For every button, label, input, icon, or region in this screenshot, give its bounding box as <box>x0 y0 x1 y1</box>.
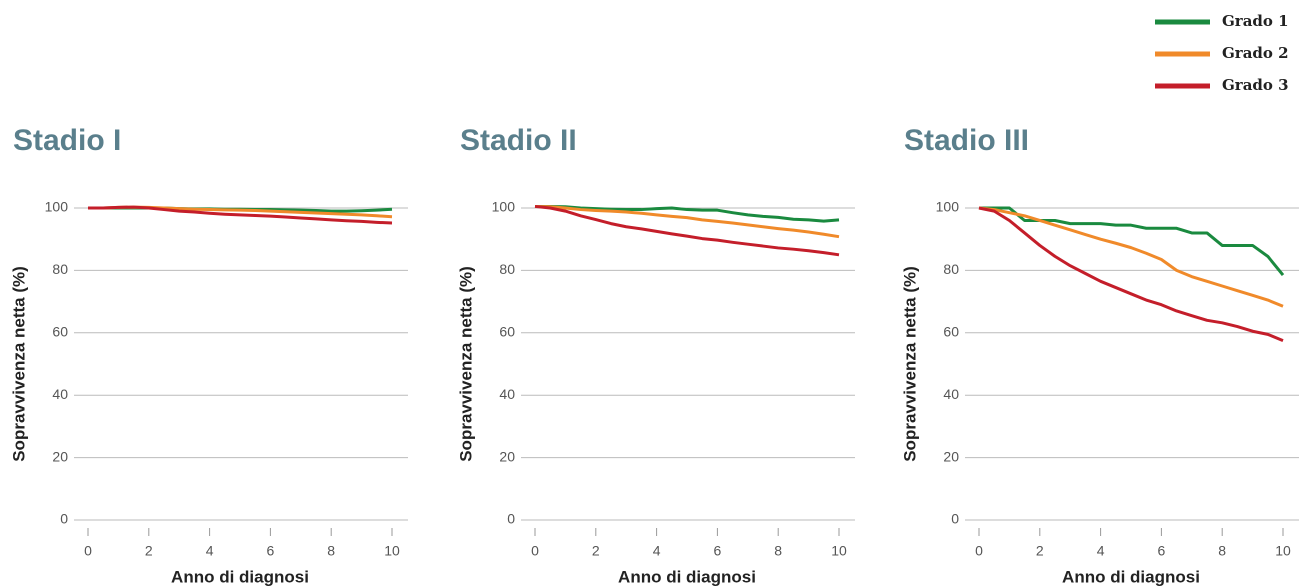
series-line <box>978 206 1284 342</box>
x-tick-label: 6 <box>1158 543 1166 559</box>
series-line <box>535 204 840 223</box>
chart-title: Stadio II <box>460 124 577 157</box>
y-tick-label: 40 <box>499 386 515 402</box>
legend-label: Grado 1 <box>1222 12 1289 30</box>
x-axis-label: Anno di diagnosi <box>1062 567 1200 586</box>
y-tick-label: 20 <box>52 448 68 464</box>
x-tick-label: 4 <box>1097 543 1105 559</box>
y-tick-label: 80 <box>499 261 515 277</box>
y-tick-label: 20 <box>943 448 959 464</box>
chart-title: Stadio I <box>13 124 121 157</box>
x-tick-label: 0 <box>975 543 983 559</box>
y-tick-label: 0 <box>507 511 515 527</box>
y-tick-label: 40 <box>52 386 68 402</box>
x-tick-label: 6 <box>714 543 722 559</box>
y-tick-label: 100 <box>492 199 516 215</box>
y-axis-label: Sopravvivenza netta (%) <box>9 266 28 462</box>
x-tick-label: 8 <box>774 543 782 559</box>
y-tick-label: 20 <box>499 448 515 464</box>
y-tick-label: 60 <box>499 324 515 340</box>
series-line <box>534 204 840 239</box>
x-tick-label: 10 <box>1275 543 1291 559</box>
y-tick-label: 60 <box>943 324 959 340</box>
series-line <box>88 205 393 225</box>
series-line <box>979 206 1285 277</box>
y-tick-label: 100 <box>45 199 69 215</box>
x-axis-label: Anno di diagnosi <box>171 567 309 586</box>
x-tick-label: 10 <box>384 543 400 559</box>
x-tick-label: 2 <box>1036 543 1044 559</box>
x-tick-label: 8 <box>327 543 335 559</box>
legend-label: Grado 2 <box>1222 44 1289 62</box>
x-tick-label: 6 <box>267 543 275 559</box>
chart-title: Stadio III <box>904 124 1029 157</box>
series-line <box>978 206 1284 308</box>
y-tick-label: 80 <box>52 261 68 277</box>
x-tick-label: 0 <box>531 543 539 559</box>
x-tick-label: 4 <box>653 543 661 559</box>
x-tick-label: 4 <box>206 543 214 559</box>
y-tick-label: 80 <box>943 261 959 277</box>
y-tick-label: 40 <box>943 386 959 402</box>
x-axis-label: Anno di diagnosi <box>618 567 756 586</box>
x-tick-label: 0 <box>84 543 92 559</box>
y-tick-label: 0 <box>951 511 959 527</box>
legend-label: Grado 3 <box>1222 76 1289 94</box>
x-tick-label: 8 <box>1218 543 1226 559</box>
x-tick-label: 2 <box>592 543 600 559</box>
y-tick-label: 0 <box>60 511 68 527</box>
y-axis-label: Sopravvivenza netta (%) <box>900 266 919 462</box>
y-tick-label: 100 <box>936 199 960 215</box>
y-tick-label: 60 <box>52 324 68 340</box>
x-tick-label: 10 <box>831 543 847 559</box>
series-line <box>534 204 840 257</box>
y-axis-label: Sopravvivenza netta (%) <box>456 266 475 462</box>
x-tick-label: 2 <box>145 543 153 559</box>
